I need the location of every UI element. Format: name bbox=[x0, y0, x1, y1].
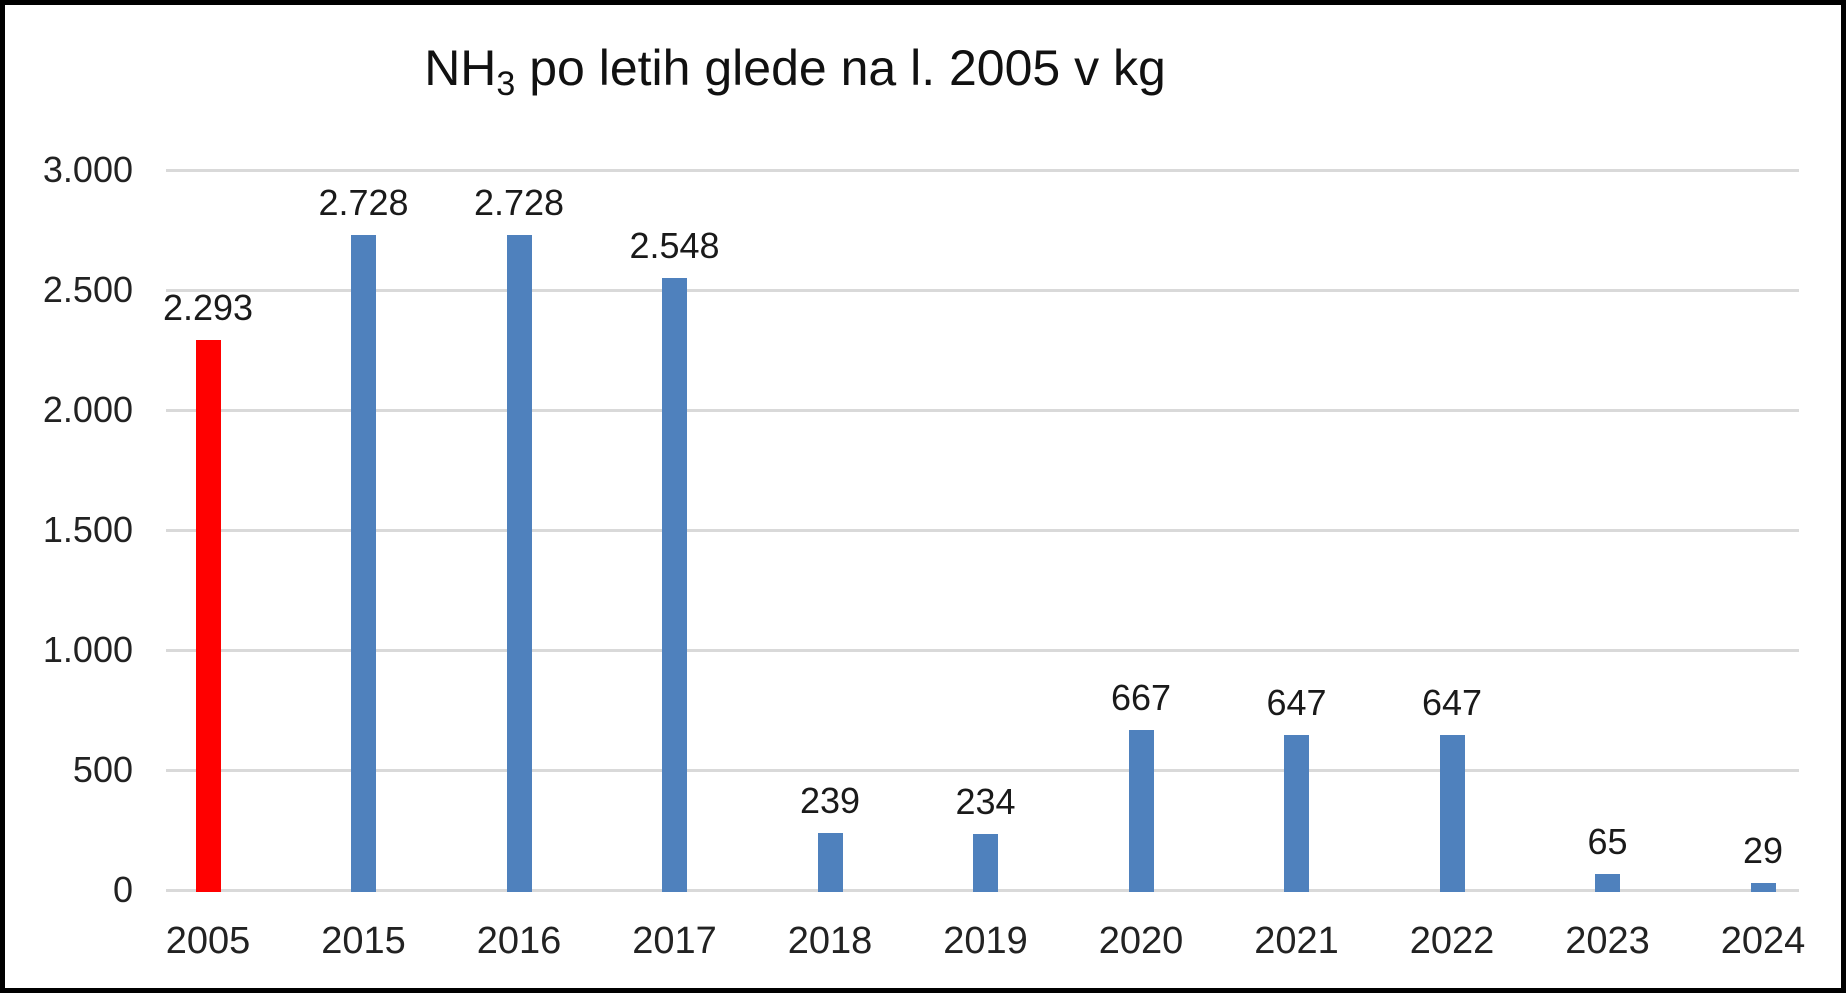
gridline-1.000 bbox=[166, 649, 1799, 652]
bar-2023 bbox=[1595, 874, 1620, 892]
y-axis-tick-label: 1.000 bbox=[42, 629, 133, 670]
bar-value-label-2024: 29 bbox=[1742, 830, 1784, 871]
y-axis-tick-label: 500 bbox=[72, 749, 133, 790]
bar-2015 bbox=[351, 235, 376, 892]
gridline-2.500 bbox=[166, 289, 1799, 292]
bar-2020 bbox=[1128, 730, 1154, 892]
x-axis-category-label-2021: 2021 bbox=[1254, 920, 1339, 962]
bar-2018 bbox=[817, 833, 843, 892]
x-axis-category-label-2018: 2018 bbox=[787, 920, 873, 962]
bar-value-label-2023: 65 bbox=[1587, 821, 1628, 862]
x-axis-category-label-2019: 2019 bbox=[943, 920, 1028, 962]
x-axis-category-label-2017: 2017 bbox=[632, 920, 717, 962]
bar-2005 bbox=[195, 340, 221, 892]
x-axis-category-label-2016: 2016 bbox=[476, 920, 562, 962]
bar-2017 bbox=[662, 278, 687, 892]
bar-2021 bbox=[1284, 735, 1309, 892]
bar-value-label-2019: 234 bbox=[955, 781, 1016, 822]
x-axis-category-label-2023: 2023 bbox=[1565, 920, 1650, 962]
bar-2016 bbox=[506, 235, 532, 892]
y-axis-tick-label: 3.000 bbox=[42, 149, 133, 190]
bar-2024 bbox=[1750, 883, 1776, 892]
x-axis-category-label-2015: 2015 bbox=[321, 920, 406, 962]
bar-value-label-2022: 647 bbox=[1421, 682, 1483, 723]
gridline-500 bbox=[166, 769, 1799, 772]
bar-value-label-2018: 239 bbox=[799, 780, 861, 821]
x-axis-category-label-2020: 2020 bbox=[1098, 920, 1184, 962]
y-axis-tick-label: 2.000 bbox=[42, 389, 133, 430]
chart-title-text: NH bbox=[424, 40, 497, 96]
y-axis-tick-label: 2.500 bbox=[42, 269, 133, 310]
gridline-3.000 bbox=[166, 169, 1799, 172]
chart-title-text: po letih glede na l. 2005 v kg bbox=[515, 40, 1166, 96]
x-axis-category-label-2022: 2022 bbox=[1409, 920, 1495, 962]
bar-value-label-2017: 2.548 bbox=[629, 225, 720, 266]
y-axis-tick-label: 1.500 bbox=[42, 509, 133, 550]
bar-2022 bbox=[1439, 735, 1465, 892]
bar-value-label-2005: 2.293 bbox=[162, 287, 254, 328]
gridline-2.000 bbox=[166, 409, 1799, 412]
x-axis-category-label-2024: 2024 bbox=[1720, 920, 1806, 962]
bar-value-label-2020: 667 bbox=[1110, 677, 1172, 718]
bar-value-label-2015: 2.728 bbox=[318, 182, 409, 223]
y-axis-tick-label: 0 bbox=[112, 869, 133, 910]
bar-value-label-2016: 2.728 bbox=[473, 182, 565, 223]
bar-2019 bbox=[973, 834, 998, 892]
gridline-1.500 bbox=[166, 529, 1799, 532]
bar-value-label-2021: 647 bbox=[1266, 682, 1327, 723]
chart-title: NH3 po letih glede na l. 2005 v kg bbox=[5, 39, 1585, 104]
chart-title-subscript: 3 bbox=[496, 65, 516, 103]
x-axis-category-label-2005: 2005 bbox=[165, 920, 251, 962]
